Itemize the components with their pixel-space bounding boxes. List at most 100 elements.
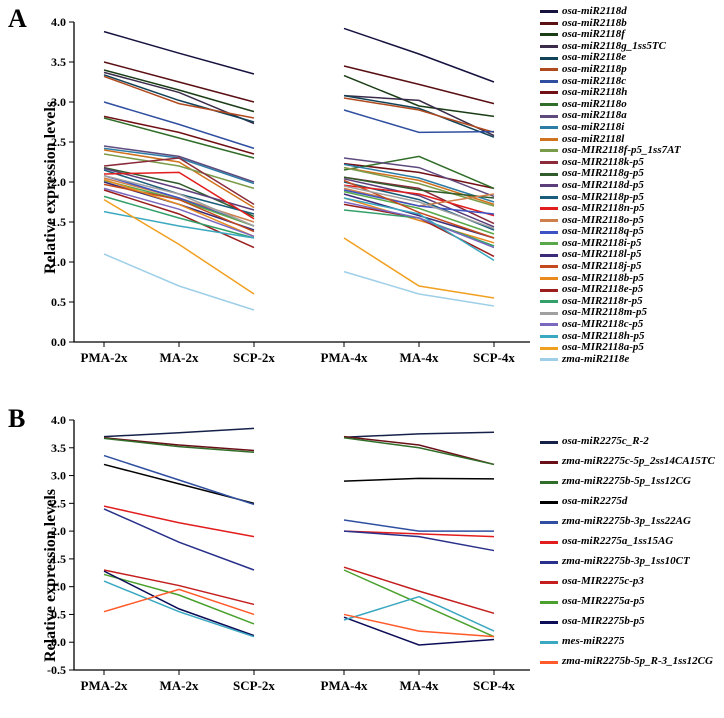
series-line (344, 194, 494, 238)
legend-item: osa-MIR2118f-p5_1ss7AT (540, 145, 681, 157)
legend-label: osa-MIR2118c-p5 (562, 319, 643, 331)
legend-item: mes-miR2275 (540, 632, 715, 652)
legend-item: osa-MIR2118j-p5 (540, 261, 681, 273)
legend-swatch (540, 581, 558, 584)
legend-item: osa-miR2275a_1ss15AG (540, 532, 715, 552)
legend-label: osa-MIR2275c-p3 (562, 576, 644, 588)
legend-label: osa-MIR2275b-p5 (562, 616, 645, 628)
series-line (344, 520, 494, 531)
panel-b-label: B (8, 404, 25, 434)
series-line (344, 98, 494, 132)
legend-item: zma-miR2275b-3p_1ss10CT (540, 552, 715, 572)
series-line (344, 570, 494, 637)
series-line (104, 116, 254, 154)
series-line (344, 531, 494, 537)
legend-swatch (540, 68, 558, 71)
legend-swatch (540, 347, 558, 350)
legend-swatch (540, 57, 558, 60)
legend-item: osa-MIR2275b-p5 (540, 612, 715, 632)
series-line (104, 570, 254, 604)
legend-label: osa-MIR2118n-p5 (562, 203, 645, 215)
svg-text:MA-4x: MA-4x (400, 350, 439, 365)
series-line (344, 438, 494, 465)
legend-label: zma-miR2275b-5p_R-3_1ss12CG (562, 656, 713, 668)
legend-swatch (540, 335, 558, 338)
legend-swatch (540, 207, 558, 210)
legend-swatch (540, 541, 558, 544)
legend-swatch (540, 161, 558, 164)
legend-swatch (540, 231, 558, 234)
legend-item: osa-miR2118p (540, 64, 681, 76)
chart-a: 0.00.51.01.52.02.53.03.54.0PMA-2xMA-2xSC… (74, 22, 530, 378)
svg-text:0.5: 0.5 (51, 607, 66, 621)
svg-text:1.5: 1.5 (51, 215, 66, 229)
legend-swatch (540, 312, 558, 315)
svg-text:0.0: 0.0 (51, 335, 66, 349)
legend-swatch (540, 242, 558, 245)
svg-text:SCP-2x: SCP-2x (233, 350, 275, 365)
legend-label: osa-MIR2118j-p5 (562, 261, 641, 273)
svg-text:2.0: 2.0 (51, 524, 66, 538)
legend-swatch (540, 254, 558, 257)
svg-text:0.0: 0.0 (51, 635, 66, 649)
svg-text:0.5: 0.5 (51, 295, 66, 309)
legend-item: osa-MIR2275c-p3 (540, 572, 715, 592)
series-line (104, 172, 254, 218)
legend-swatch (540, 22, 558, 25)
legend-label: osa-MIR2118d-p5 (562, 180, 644, 192)
legend-swatch (540, 91, 558, 94)
legend-swatch (540, 10, 558, 13)
legend-label: zma-miR2275b-5p_1ss12CG (562, 476, 691, 488)
legend-swatch (540, 45, 558, 48)
legend-swatch (540, 196, 558, 199)
legend-swatch (540, 358, 558, 361)
svg-text:PMA-4x: PMA-4x (321, 350, 368, 365)
svg-text:SCP-4x: SCP-4x (473, 350, 515, 365)
legend-label: osa-miR2275a_1ss15AG (562, 536, 673, 548)
svg-text:PMA-2x: PMA-2x (81, 678, 128, 693)
svg-text:PMA-4x: PMA-4x (321, 678, 368, 693)
svg-text:-0.5: -0.5 (47, 663, 66, 677)
series-line (344, 432, 494, 437)
series-line (104, 254, 254, 310)
legend-item: zma-miR2275b-5p_R-3_1ss12CG (540, 652, 715, 672)
series-line (104, 506, 254, 537)
svg-text:MA-2x: MA-2x (160, 350, 199, 365)
legend-swatch (540, 601, 558, 604)
legend-swatch (540, 323, 558, 326)
svg-text:3.5: 3.5 (51, 55, 66, 69)
legend-label: osa-MIR2275a-p5 (562, 596, 645, 608)
legend-item: osa-MIR2118n-p5 (540, 203, 681, 215)
panel-a-label: A (8, 4, 27, 34)
legend-item: osa-MIR2275a-p5 (540, 592, 715, 612)
svg-text:3.0: 3.0 (51, 95, 66, 109)
legend-label: osa-MIR2118f-p5_1ss7AT (562, 145, 681, 157)
legend-swatch (540, 621, 558, 624)
series-line (104, 428, 254, 436)
series-line (104, 509, 254, 570)
svg-text:1.5: 1.5 (51, 552, 66, 566)
svg-text:4.0: 4.0 (51, 413, 66, 427)
svg-text:SCP-2x: SCP-2x (233, 678, 275, 693)
legend-label: osa-miR2118p (562, 64, 627, 76)
legend-swatch (540, 289, 558, 292)
chart-b: -0.50.00.51.01.52.02.53.03.54.0PMA-2xMA-… (74, 420, 530, 706)
legend-swatch (540, 173, 558, 176)
legend-item: osa-miR2118h (540, 87, 681, 99)
legend-label: osa-miR2275c_R-2 (562, 436, 649, 448)
legend-swatch (540, 277, 558, 280)
legend-swatch (540, 138, 558, 141)
legend-label: osa-miR2118i (562, 122, 624, 134)
svg-text:4.0: 4.0 (51, 15, 66, 29)
series-line (344, 567, 494, 613)
legend-label: zma-miR2118e (562, 354, 629, 366)
legend-swatch (540, 501, 558, 504)
legend-swatch (540, 80, 558, 83)
svg-text:2.5: 2.5 (51, 496, 66, 510)
svg-text:1.0: 1.0 (51, 580, 66, 594)
chart-b-legend: osa-miR2275c_R-2zma-miR2275c-5p_2ss14CA1… (540, 432, 715, 672)
legend-label: mes-miR2275 (562, 636, 624, 648)
chart-a-legend: osa-miR2118dosa-miR2118bosa-miR2118fosa-… (540, 6, 681, 365)
legend-item: zma-miR2275b-5p_1ss12CG (540, 472, 715, 492)
svg-text:PMA-2x: PMA-2x (81, 350, 128, 365)
